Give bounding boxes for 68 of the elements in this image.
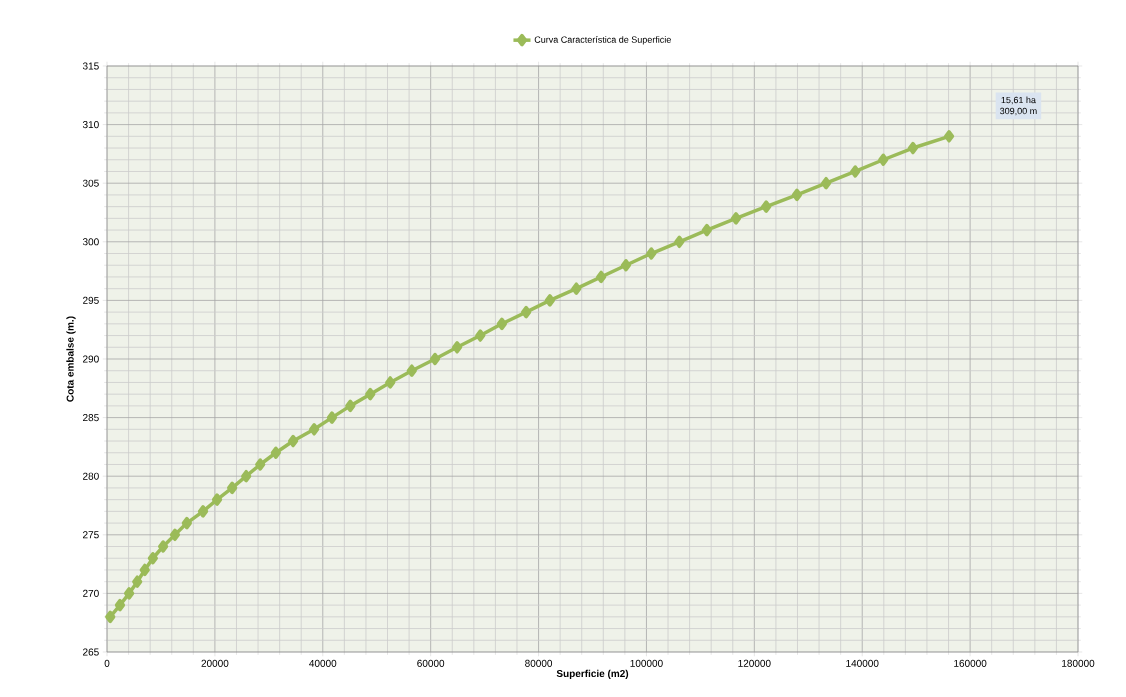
point [730,212,742,225]
point [157,540,169,553]
annotation: 309,00 m [1000,107,1037,116]
point [211,493,223,506]
point [270,446,281,460]
point [147,551,158,565]
point [620,258,632,272]
point [227,481,238,495]
x-tick-label: 40000 [309,659,337,667]
point [326,411,338,424]
x-axis-title: Superficie (m2) [556,669,629,680]
point [181,516,192,530]
point [521,305,532,319]
y-tick-label: 290 [83,355,99,363]
point [544,294,556,307]
x-tick-label: 120000 [738,659,771,667]
point [309,423,320,436]
point [429,352,441,366]
point [907,141,919,155]
y-tick-label: 315 [82,62,99,70]
x-tick-label: 160000 [954,659,987,667]
y-tick-label: 310 [82,121,99,129]
y-tick-label: 280 [83,472,99,480]
y-tick-label: 295 [83,296,99,304]
point [124,587,135,600]
y-tick-label: 285 [83,414,99,422]
point [197,505,209,518]
point [114,598,126,612]
point [850,165,861,178]
point [241,469,252,483]
point [496,317,508,331]
point [139,563,150,577]
point [596,270,607,284]
point [105,610,116,624]
x-tick-label: 80000 [525,659,553,667]
legend-label: Curva Característica de Superficie [534,36,671,45]
point [646,247,657,260]
x-tick-label: 140000 [846,659,879,667]
point [345,399,356,413]
point [255,458,266,471]
point [761,200,772,213]
y-tick-label: 305 [82,179,99,187]
x-tick-label: 20000 [201,659,229,667]
point [820,176,832,190]
point [701,223,712,237]
y-tick-label: 275 [83,531,99,539]
x-tick-label: 0 [104,659,110,667]
x-tick-label: 180000 [1062,659,1095,667]
x-tick-label: 100000 [630,659,663,667]
y-tick-label: 265 [83,648,99,656]
x-tick-label: 60000 [417,659,445,667]
point [385,376,396,389]
point [878,153,889,167]
point [169,528,181,542]
y-axis-title: Cota embalse (m.) [66,316,76,402]
point [406,364,417,377]
y-tick-label: 300 [82,238,99,246]
point [674,235,685,249]
y-tick-label: 270 [83,589,99,597]
annotation: 15,61 ha [1001,96,1036,105]
point [132,575,143,588]
point [451,341,463,354]
point [943,130,955,143]
point [287,434,299,448]
point [475,329,486,342]
point [791,188,803,202]
point [571,282,582,295]
point [365,387,376,401]
